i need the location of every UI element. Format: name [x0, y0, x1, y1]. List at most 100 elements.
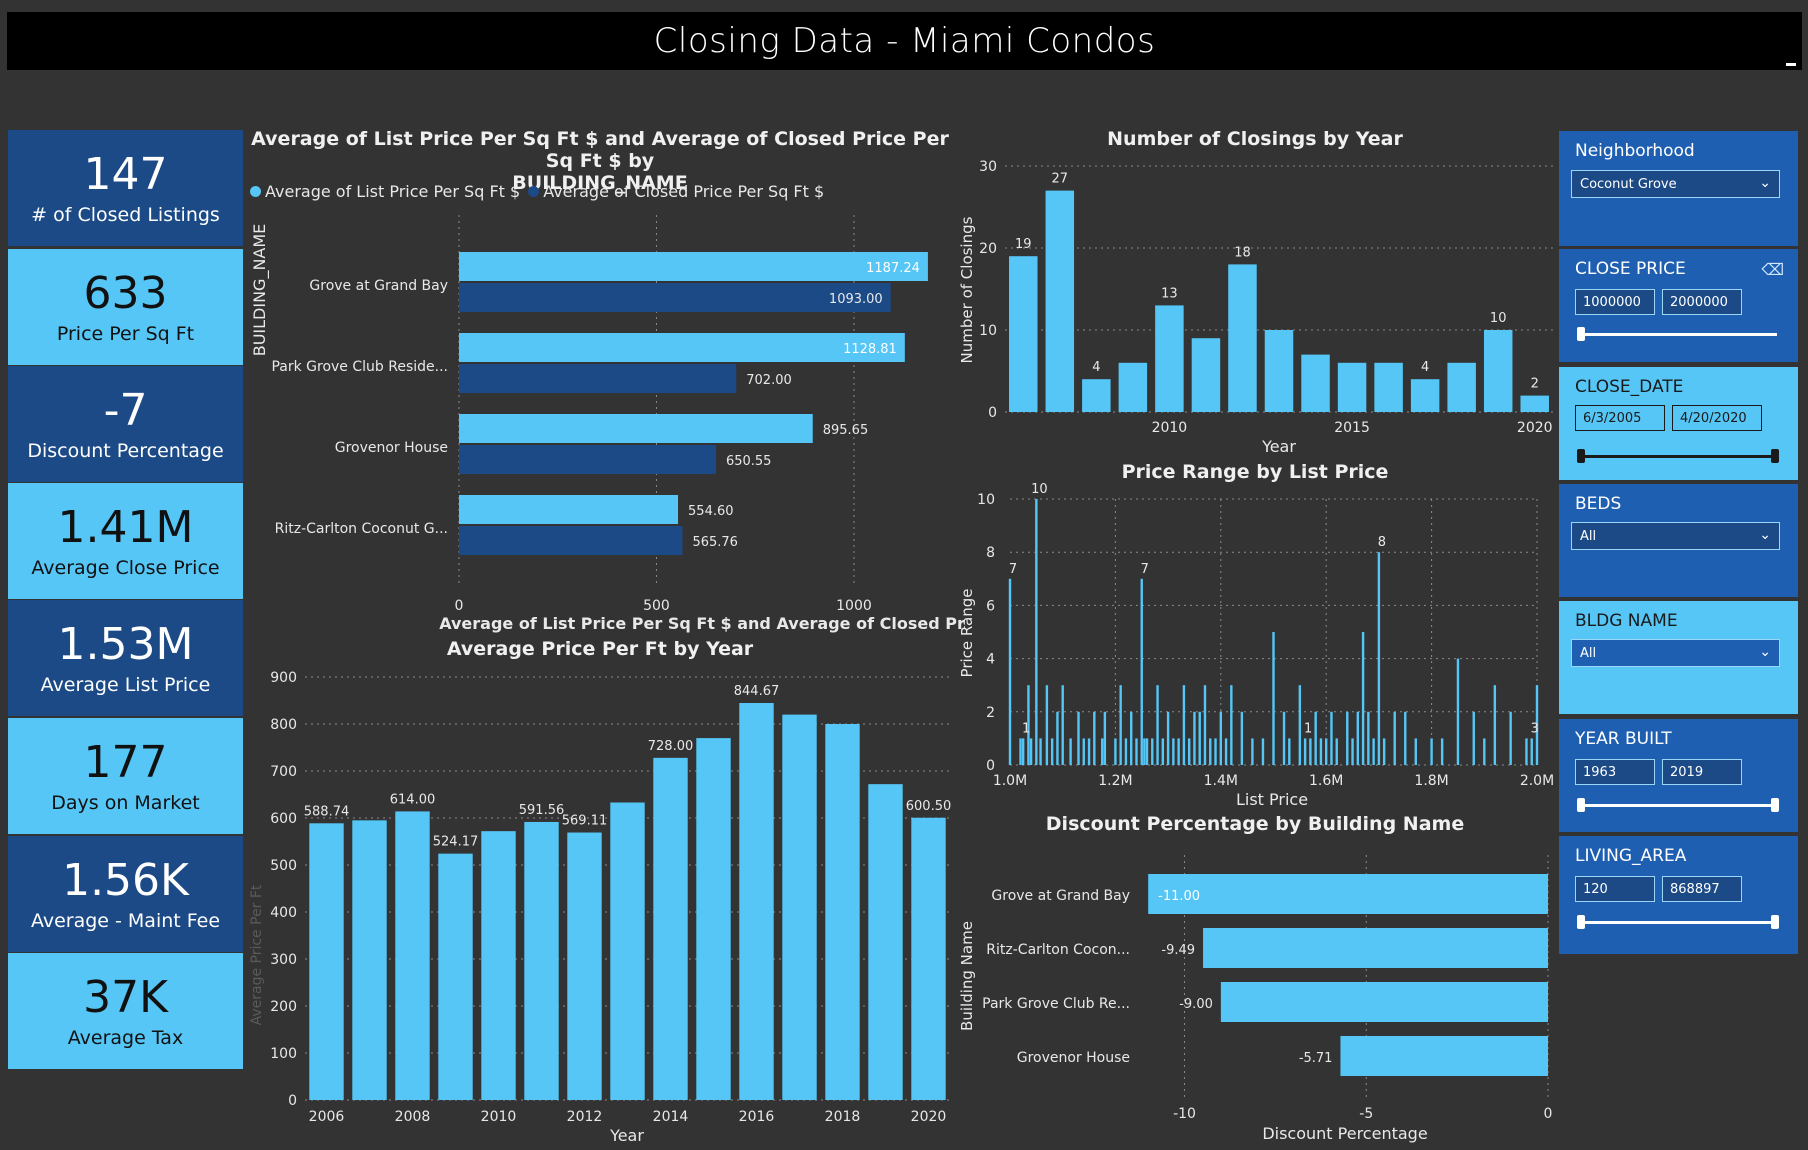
y-tick-label: 0 [288, 1093, 297, 1109]
slicer-beds: BEDS All ⌄ [1559, 484, 1798, 597]
spike [1230, 685, 1233, 765]
close-date-slider[interactable] [1577, 449, 1779, 463]
year-built-max-input[interactable]: 2019 [1662, 759, 1742, 785]
data-label: 8 [1378, 535, 1386, 550]
x-tick-label: 2020 [1517, 420, 1553, 436]
living-area-max-input[interactable]: 868897 [1662, 876, 1742, 902]
spike [1325, 738, 1328, 765]
spike [1177, 738, 1180, 765]
close-date-start-input[interactable]: 6/3/2005 [1575, 405, 1665, 431]
spike [1061, 685, 1064, 765]
data-label: -5.71 [1299, 1051, 1333, 1066]
spike [1361, 632, 1365, 765]
x-tick-label: 2015 [1334, 420, 1370, 436]
building-chart-title: Average of List Price Per Sq Ft $ and Av… [250, 128, 950, 194]
avg-price-by-year-chart[interactable]: 0 100 200 300 400 500 600 700 800 900 Average Pric… [245, 660, 965, 1150]
building-price-chart[interactable]: 0 500 1000 BUILDING_NAME Average of List Pri… [245, 210, 965, 640]
kpi-value: 1.56K [62, 855, 189, 906]
bar [1148, 874, 1548, 914]
spike [1430, 738, 1433, 765]
close-price-slider[interactable] [1577, 327, 1777, 341]
bar [395, 811, 430, 1100]
minimize-icon[interactable] [1786, 63, 1796, 66]
x-tick-label: -5 [1359, 1106, 1373, 1122]
x-tick-label: -10 [1173, 1106, 1196, 1122]
spike [1356, 711, 1360, 765]
close-date-end-input[interactable]: 4/20/2020 [1672, 405, 1762, 431]
discount-by-building-chart[interactable]: -10 -5 0 Building Name Discount Percentage Gr… [955, 840, 1555, 1150]
data-label: 1 [1304, 721, 1312, 736]
category-label: Park Grove Club Reside... [271, 359, 448, 375]
slicer-close-price: CLOSE PRICE ⌫ 1000000 2000000 [1559, 249, 1798, 362]
spike [1077, 711, 1080, 765]
bar-closed-price [459, 445, 716, 474]
year-built-min-input[interactable]: 1963 [1575, 759, 1655, 785]
kpi-value: 1.41M [57, 502, 194, 553]
beds-dropdown[interactable]: All ⌄ [1571, 522, 1780, 550]
kpi-label: Days on Market [51, 792, 200, 814]
eraser-icon[interactable]: ⌫ [1761, 260, 1784, 279]
spike [1198, 711, 1201, 765]
bar [309, 823, 344, 1100]
slicer-title: YEAR BUILT [1575, 729, 1672, 749]
closings-by-year-chart[interactable]: 0 10 20 30 Number of Closings 19 27 4 13 2010 18 20… [955, 150, 1555, 460]
price-range-chart[interactable]: 0 2 4 6 8 10 1.0M 1.2M 1.4M 1.6M 1.8M 2.0M Price Ran… [955, 483, 1555, 813]
y-tick-label: 800 [270, 717, 297, 733]
bar [696, 738, 731, 1100]
x-tick-label: 500 [643, 598, 670, 614]
living-area-min-input[interactable]: 120 [1575, 876, 1655, 902]
spike [1035, 499, 1038, 765]
data-label: 7 [1009, 562, 1017, 577]
kpi-label: Average Tax [67, 1027, 184, 1049]
spike [1240, 711, 1244, 765]
spike [1351, 738, 1354, 765]
x-tick-label: 1.0M [993, 773, 1027, 789]
bldg-name-dropdown[interactable]: All ⌄ [1571, 639, 1780, 667]
slicer-title: BLDG NAME [1575, 611, 1678, 631]
slider-handle-max[interactable] [1771, 798, 1779, 812]
year-built-slider[interactable] [1577, 798, 1779, 812]
spike [1082, 738, 1085, 765]
spike [1314, 711, 1317, 765]
y-tick-label: 900 [270, 670, 297, 686]
kpi-average-list-price: 1.53M Average List Price [8, 600, 243, 716]
legend-label-closed: Average of Closed Price Per Sq Ft $ [543, 182, 825, 201]
slider-handle-min[interactable] [1577, 449, 1585, 463]
building-chart-legend[interactable]: Average of List Price Per Sq Ft $ Averag… [250, 182, 824, 201]
kpi-discount-percentage: -7 Discount Percentage [8, 366, 243, 482]
kpi-price-per-sqft: 633 Price Per Sq Ft [8, 249, 243, 365]
y-tick-label: 700 [270, 764, 297, 780]
slider-handle-min[interactable] [1577, 915, 1585, 929]
spike [1151, 738, 1154, 765]
chevron-down-icon: ⌄ [1759, 175, 1771, 191]
slicer-neighborhood: Neighborhood Coconut Grove ⌄ [1559, 131, 1798, 246]
slider-handle-max[interactable] [1771, 449, 1779, 463]
data-label: 4 [1421, 360, 1429, 375]
legend-dot-closed [528, 186, 540, 197]
kpi-label: # of Closed Listings [31, 204, 220, 226]
y-tick-label: 400 [270, 905, 297, 921]
spike [1261, 738, 1265, 765]
slider-handle-min[interactable] [1577, 798, 1585, 812]
close-price-min-input[interactable]: 1000000 [1575, 289, 1655, 315]
slider-handle-max[interactable] [1771, 915, 1779, 929]
close-price-max-input[interactable]: 2000000 [1662, 289, 1742, 315]
data-label: 650.55 [726, 454, 772, 469]
y-tick-label: 6 [986, 598, 995, 614]
slider-handle-min[interactable] [1577, 327, 1585, 341]
data-label: 10 [1490, 311, 1507, 326]
chevron-down-icon: ⌄ [1759, 527, 1771, 543]
x-tick-label: 2012 [567, 1109, 603, 1125]
data-label: 565.76 [692, 535, 738, 550]
report-title: Closing Data - Miami Condos [653, 21, 1156, 61]
y-tick-label: 30 [979, 159, 997, 175]
bar [653, 757, 688, 1100]
x-tick-label: 2010 [481, 1109, 517, 1125]
neighborhood-dropdown[interactable]: Coconut Grove ⌄ [1571, 170, 1780, 198]
spike [1288, 738, 1291, 765]
spike [1493, 685, 1497, 765]
living-area-slider[interactable] [1577, 915, 1779, 929]
y-axis-label: Average Price Per Ft [249, 884, 265, 1025]
bar [1191, 338, 1221, 412]
kpi-days-on-market: 177 Days on Market [8, 718, 243, 834]
